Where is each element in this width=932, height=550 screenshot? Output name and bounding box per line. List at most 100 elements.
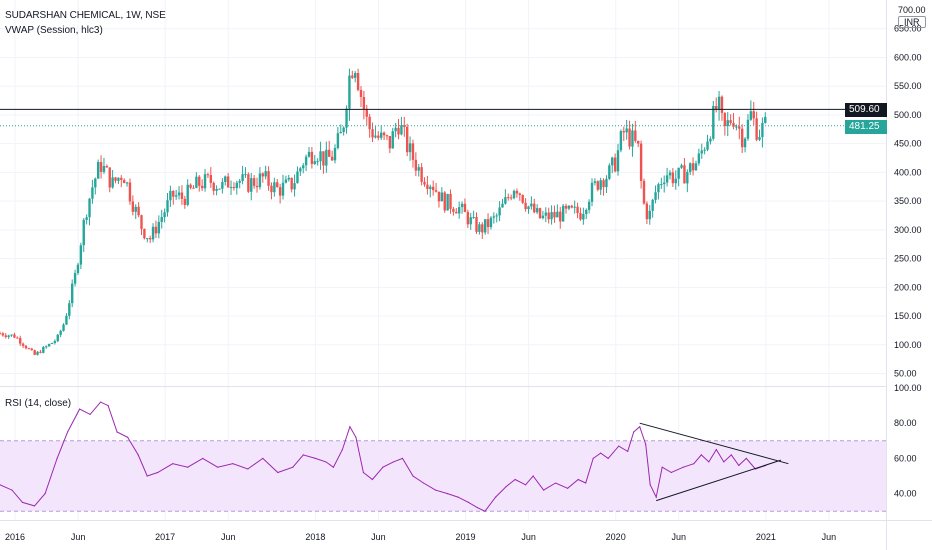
candle-body [313, 161, 316, 164]
candle-body [302, 165, 305, 169]
candle-body [694, 163, 698, 171]
rsi-point [693, 463, 695, 465]
rsi-point [649, 484, 651, 486]
rsi-point [78, 408, 81, 410]
time-tick-label: Jun [371, 532, 386, 542]
price-tick-label: 450.00 [894, 139, 922, 149]
rsi-point [157, 471, 159, 474]
candle-body [273, 182, 276, 193]
candle-body [91, 187, 94, 199]
candle-body [7, 335, 10, 337]
candle-body [345, 108, 348, 128]
candle-body [166, 200, 169, 213]
rsi-point [349, 426, 351, 428]
candle-body [140, 215, 143, 229]
candle-body [457, 207, 461, 214]
candle-body [709, 138, 712, 142]
candle-body [252, 178, 256, 186]
resistance-price-tag: 509.60 [845, 103, 887, 117]
candle-body [437, 191, 441, 202]
candle-body [648, 210, 651, 220]
candle-body [605, 178, 608, 188]
candle-body [163, 212, 166, 218]
candle-body [241, 174, 244, 181]
candle-body [504, 197, 507, 204]
rsi-point [187, 466, 189, 468]
candle-body [423, 181, 426, 185]
candle-body [717, 96, 721, 110]
candle-body [587, 201, 591, 210]
candle-body [576, 206, 579, 214]
rsi-point [332, 466, 334, 468]
candle-body [36, 351, 39, 355]
candle-body [446, 193, 449, 211]
candle-body [284, 179, 288, 183]
candle-body [712, 106, 715, 139]
candle-body [258, 173, 262, 188]
candle-body [481, 224, 484, 233]
candle-body [177, 192, 181, 196]
candle-body [70, 283, 74, 304]
rsi-point [446, 493, 449, 495]
rsi-tick-label: 80.00 [894, 418, 917, 428]
candle-body [143, 228, 146, 239]
candle-body [82, 219, 85, 246]
vwap-indicator-label[interactable]: VWAP (Session, hlc3) [5, 25, 103, 36]
candle-body [582, 213, 585, 220]
rsi-point [56, 457, 58, 459]
candle-body [128, 182, 132, 202]
candle-body [671, 172, 675, 184]
candle-body [489, 217, 493, 228]
candle-body [735, 126, 738, 128]
rsi-point [89, 413, 91, 415]
candle-body [414, 159, 418, 171]
rsi-point [524, 484, 527, 486]
rsi-point [505, 485, 507, 488]
candle-body [362, 97, 366, 109]
candle-body [105, 166, 109, 168]
symbol-title[interactable]: SUDARSHAN CHEMICAL, 1W, NSE [5, 10, 166, 21]
candle-body [189, 184, 192, 188]
candle-body [267, 171, 270, 186]
candle-body [564, 205, 568, 209]
candle-body [215, 188, 218, 191]
candle-body [486, 219, 490, 228]
candle-body [611, 157, 614, 166]
currency-unit-badge[interactable]: 700.00 INR [898, 5, 926, 28]
candle-body [706, 141, 709, 150]
candle-body [420, 167, 423, 182]
candle-body [524, 202, 527, 210]
rsi-point [11, 489, 13, 491]
candle-body [509, 197, 513, 199]
rsi-point [532, 475, 534, 477]
rsi-indicator-label[interactable]: RSI (14, close) [5, 398, 72, 409]
rsi-point [555, 482, 557, 484]
candle-body [665, 175, 669, 183]
candle-body [492, 216, 496, 218]
candle-body [434, 190, 438, 192]
rsi-trendline [656, 459, 782, 502]
rsi-point [607, 457, 609, 459]
candle-body [229, 187, 233, 189]
candle-body [738, 126, 741, 129]
candle-body [729, 120, 732, 123]
candle-body [631, 130, 634, 147]
candle-body [746, 119, 750, 139]
candle-body [247, 174, 250, 192]
candle-body [24, 345, 28, 349]
candle-body [431, 186, 435, 191]
candle-body [668, 172, 672, 176]
candle-body [183, 198, 187, 205]
candle-body [365, 108, 368, 117]
candle-body [333, 148, 337, 161]
candle-body [114, 177, 117, 181]
rsi-point [745, 457, 747, 459]
candle-body [47, 343, 51, 347]
candle-body [169, 190, 172, 201]
candle-body [131, 201, 135, 212]
rsi-point [476, 507, 479, 509]
candle-body [328, 149, 331, 157]
candle-body [73, 273, 77, 284]
price-tick-label: 150.00 [894, 311, 922, 321]
